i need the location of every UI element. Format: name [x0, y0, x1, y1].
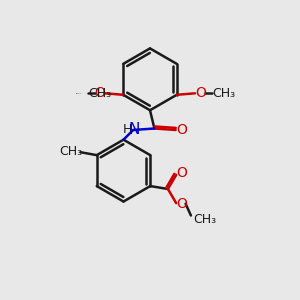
Text: methoxy: methoxy — [76, 93, 82, 94]
Text: O: O — [94, 86, 105, 100]
Text: CH₃: CH₃ — [212, 87, 235, 100]
Text: O: O — [195, 86, 206, 100]
Text: CH₃: CH₃ — [88, 87, 111, 100]
Text: CH₃: CH₃ — [59, 145, 83, 158]
Text: H: H — [123, 123, 133, 136]
Text: O: O — [176, 197, 187, 211]
Text: O: O — [176, 167, 187, 180]
Text: CH₃: CH₃ — [193, 212, 216, 226]
Text: O: O — [176, 123, 187, 137]
Text: N: N — [128, 122, 140, 137]
